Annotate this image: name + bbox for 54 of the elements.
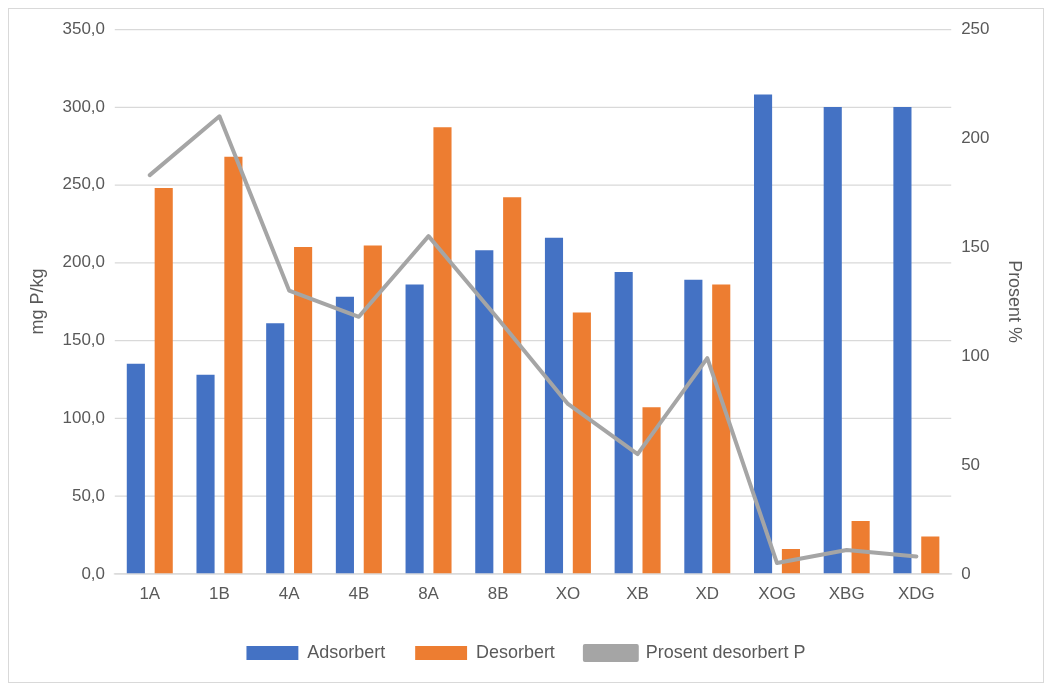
y2-tick-label: 150 bbox=[961, 236, 990, 256]
bar bbox=[266, 323, 285, 574]
x-tick-label: 1A bbox=[139, 583, 161, 603]
legend-label: Prosent desorbert P bbox=[645, 642, 806, 663]
bar bbox=[294, 247, 313, 574]
bar bbox=[614, 271, 633, 574]
bar bbox=[126, 363, 145, 574]
y-tick-label: 150,0 bbox=[62, 330, 105, 350]
x-tick-label: 4B bbox=[348, 583, 370, 603]
bar bbox=[433, 127, 452, 574]
y-tick-label: 350,0 bbox=[62, 18, 105, 38]
y2-tick-label: 200 bbox=[961, 127, 990, 147]
y-tick-label: 100,0 bbox=[62, 407, 105, 427]
x-tick-label: XB bbox=[626, 583, 649, 603]
y-tick-label: 250,0 bbox=[62, 174, 105, 194]
x-tick-label: 8B bbox=[487, 583, 509, 603]
x-tick-label: XOG bbox=[758, 583, 796, 603]
x-tick-label: 8A bbox=[418, 583, 440, 603]
bar bbox=[712, 284, 731, 574]
bar bbox=[851, 521, 870, 574]
bar bbox=[335, 296, 354, 574]
bar bbox=[405, 284, 424, 574]
x-tick-label: 4A bbox=[278, 583, 301, 603]
legend-label: Adsorbert bbox=[307, 642, 386, 663]
y-tick-label: 300,0 bbox=[62, 96, 105, 116]
y-axis-title: mg P/kg bbox=[26, 268, 47, 335]
y2-tick-label: 100 bbox=[961, 345, 990, 365]
y-tick-label: 200,0 bbox=[62, 252, 105, 272]
bar bbox=[572, 312, 591, 574]
y-tick-label: 0,0 bbox=[81, 563, 105, 583]
bar bbox=[196, 374, 215, 574]
y2-tick-label: 0 bbox=[961, 563, 971, 583]
x-tick-label: XD bbox=[695, 583, 720, 603]
bar bbox=[154, 187, 173, 574]
bar bbox=[503, 197, 522, 574]
y2-tick-label: 250 bbox=[961, 18, 990, 38]
x-tick-label: XO bbox=[555, 583, 581, 603]
y2-tick-label: 50 bbox=[961, 454, 981, 474]
y2-axis-title: Prosent % bbox=[1005, 260, 1026, 343]
bar bbox=[753, 94, 773, 574]
bar bbox=[893, 106, 912, 574]
x-tick-label: 1B bbox=[209, 583, 230, 603]
bar bbox=[363, 245, 382, 574]
x-tick-label: XDG bbox=[898, 583, 935, 603]
bar bbox=[684, 279, 703, 574]
y-tick-label: 50,0 bbox=[71, 485, 105, 505]
legend-label: Desorbert bbox=[476, 642, 555, 663]
bar bbox=[823, 106, 842, 574]
bar bbox=[224, 156, 243, 574]
x-tick-label: XBG bbox=[828, 583, 865, 603]
bar bbox=[921, 536, 940, 574]
bar bbox=[544, 237, 564, 574]
bar bbox=[642, 407, 661, 574]
bar bbox=[475, 250, 494, 574]
